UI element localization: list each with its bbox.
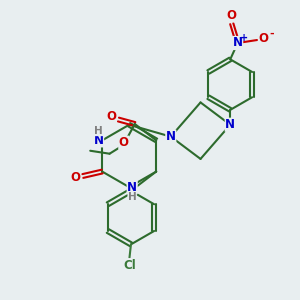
Text: N: N	[225, 118, 235, 131]
Text: +: +	[240, 33, 248, 43]
Text: O: O	[70, 171, 80, 184]
Text: H: H	[128, 192, 136, 202]
Text: O: O	[106, 110, 116, 123]
Text: H: H	[94, 126, 103, 136]
Text: O: O	[259, 32, 269, 45]
Text: Cl: Cl	[123, 259, 136, 272]
Text: N: N	[166, 130, 176, 143]
Text: -: -	[269, 28, 274, 38]
Text: N: N	[233, 37, 243, 50]
Text: N: N	[127, 181, 137, 194]
Text: N: N	[94, 134, 103, 147]
Text: O: O	[227, 9, 237, 22]
Text: O: O	[119, 136, 129, 149]
